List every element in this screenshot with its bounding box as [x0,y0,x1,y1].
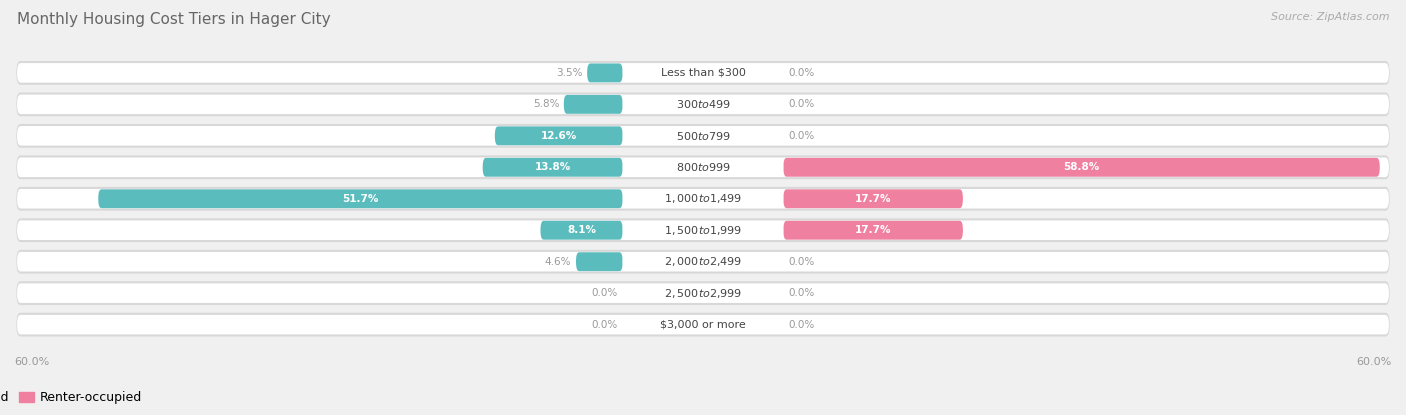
FancyBboxPatch shape [17,315,1389,334]
FancyBboxPatch shape [17,158,1389,177]
FancyBboxPatch shape [17,155,1389,179]
FancyBboxPatch shape [540,221,623,240]
Text: $300 to $499: $300 to $499 [675,98,731,110]
Text: 0.0%: 0.0% [787,131,814,141]
Text: Monthly Housing Cost Tiers in Hager City: Monthly Housing Cost Tiers in Hager City [17,12,330,27]
FancyBboxPatch shape [623,127,783,145]
Text: 8.1%: 8.1% [567,225,596,235]
FancyBboxPatch shape [623,315,783,334]
Text: 13.8%: 13.8% [534,162,571,172]
Text: 0.0%: 0.0% [787,320,814,330]
FancyBboxPatch shape [17,63,1389,83]
Text: 5.8%: 5.8% [533,99,560,109]
Text: 0.0%: 0.0% [787,257,814,267]
Text: $1,000 to $1,499: $1,000 to $1,499 [664,192,742,205]
FancyBboxPatch shape [17,61,1389,85]
FancyBboxPatch shape [623,253,783,271]
Text: 0.0%: 0.0% [787,68,814,78]
Text: 17.7%: 17.7% [855,225,891,235]
FancyBboxPatch shape [17,126,1389,146]
Text: Less than $300: Less than $300 [661,68,745,78]
Text: $2,000 to $2,499: $2,000 to $2,499 [664,255,742,268]
FancyBboxPatch shape [623,64,783,82]
Text: $1,500 to $1,999: $1,500 to $1,999 [664,224,742,237]
FancyBboxPatch shape [17,218,1389,242]
FancyBboxPatch shape [588,63,623,82]
Text: 0.0%: 0.0% [787,99,814,109]
FancyBboxPatch shape [482,158,623,177]
Text: Source: ZipAtlas.com: Source: ZipAtlas.com [1271,12,1389,22]
FancyBboxPatch shape [17,281,1389,305]
Text: $500 to $799: $500 to $799 [675,130,731,142]
FancyBboxPatch shape [564,95,623,114]
FancyBboxPatch shape [17,95,1389,114]
FancyBboxPatch shape [495,127,623,145]
Text: $3,000 or more: $3,000 or more [661,320,745,330]
Text: 0.0%: 0.0% [592,288,619,298]
Legend: Owner-occupied, Renter-occupied: Owner-occupied, Renter-occupied [0,386,148,410]
FancyBboxPatch shape [783,158,1379,177]
Text: 60.0%: 60.0% [1357,357,1392,367]
FancyBboxPatch shape [17,220,1389,240]
FancyBboxPatch shape [623,190,783,208]
FancyBboxPatch shape [623,158,783,176]
FancyBboxPatch shape [623,95,783,113]
Text: $800 to $999: $800 to $999 [675,161,731,173]
FancyBboxPatch shape [576,252,623,271]
FancyBboxPatch shape [783,189,963,208]
FancyBboxPatch shape [17,313,1389,337]
Text: 51.7%: 51.7% [342,194,378,204]
FancyBboxPatch shape [17,124,1389,148]
Text: 17.7%: 17.7% [855,194,891,204]
FancyBboxPatch shape [783,221,963,240]
FancyBboxPatch shape [17,187,1389,211]
FancyBboxPatch shape [623,221,783,239]
Text: 3.5%: 3.5% [555,68,582,78]
FancyBboxPatch shape [17,250,1389,273]
Text: 58.8%: 58.8% [1063,162,1099,172]
FancyBboxPatch shape [623,284,783,302]
Text: 0.0%: 0.0% [592,320,619,330]
Text: $2,500 to $2,999: $2,500 to $2,999 [664,287,742,300]
Text: 4.6%: 4.6% [546,257,571,267]
Text: 12.6%: 12.6% [540,131,576,141]
FancyBboxPatch shape [98,189,623,208]
FancyBboxPatch shape [17,93,1389,116]
Text: 60.0%: 60.0% [14,357,49,367]
FancyBboxPatch shape [17,189,1389,209]
FancyBboxPatch shape [17,283,1389,303]
FancyBboxPatch shape [17,252,1389,271]
Text: 0.0%: 0.0% [787,288,814,298]
